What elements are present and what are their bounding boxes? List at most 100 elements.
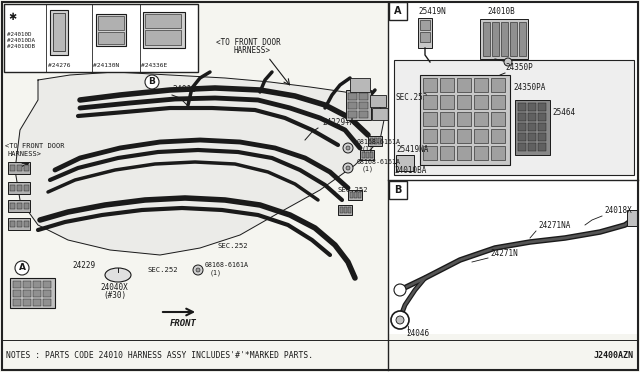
Text: ✱: ✱ — [8, 12, 16, 22]
Bar — [491, 78, 505, 92]
Bar — [483, 22, 490, 56]
Circle shape — [193, 265, 203, 275]
Bar — [17, 203, 22, 209]
Text: 08168-6161A: 08168-6161A — [357, 139, 401, 145]
Bar — [8, 200, 30, 212]
Bar — [420, 32, 430, 42]
Text: 24010B: 24010B — [487, 7, 515, 16]
Bar — [368, 136, 382, 146]
Bar — [23, 299, 31, 306]
Bar — [10, 185, 15, 191]
Text: 24040X: 24040X — [100, 283, 128, 292]
Bar — [389, 181, 407, 199]
Circle shape — [504, 58, 512, 66]
Text: B: B — [148, 77, 156, 87]
Bar — [17, 185, 22, 191]
Bar — [538, 133, 546, 141]
Bar — [98, 32, 124, 44]
Bar — [348, 93, 357, 100]
Bar — [370, 138, 373, 144]
Text: 24350PA: 24350PA — [513, 83, 545, 92]
Bar — [519, 22, 526, 56]
Text: 25419N: 25419N — [418, 7, 445, 16]
Bar — [10, 203, 15, 209]
Text: 08168-6161A: 08168-6161A — [205, 262, 249, 268]
Bar — [53, 13, 65, 51]
Circle shape — [15, 261, 29, 275]
Bar — [24, 185, 29, 191]
Bar — [528, 133, 536, 141]
Bar — [423, 112, 437, 126]
Text: HARNESS>: HARNESS> — [234, 46, 271, 55]
Bar — [474, 129, 488, 143]
Circle shape — [346, 146, 350, 150]
Text: 24018X: 24018X — [604, 206, 632, 215]
Bar — [440, 78, 454, 92]
Bar — [13, 281, 21, 288]
Bar — [23, 281, 31, 288]
Text: #24130N: #24130N — [93, 63, 119, 68]
Bar — [370, 95, 386, 107]
Bar — [4, 4, 198, 72]
Text: A: A — [394, 6, 402, 16]
Text: SEC.252: SEC.252 — [148, 267, 179, 273]
Bar — [491, 95, 505, 109]
Bar — [23, 290, 31, 297]
Bar — [10, 165, 15, 171]
Circle shape — [391, 311, 409, 329]
Text: (#30): (#30) — [103, 291, 126, 300]
Text: 24271N: 24271N — [490, 249, 518, 258]
Bar — [394, 60, 634, 175]
Text: 24229: 24229 — [72, 261, 95, 270]
Bar — [492, 22, 499, 56]
Bar — [359, 111, 368, 118]
Circle shape — [396, 316, 404, 324]
Bar — [474, 95, 488, 109]
Bar — [348, 207, 351, 213]
Bar — [420, 75, 510, 165]
Bar — [43, 299, 51, 306]
Bar — [389, 2, 638, 180]
Bar — [528, 143, 536, 151]
Bar — [528, 123, 536, 131]
Circle shape — [343, 143, 353, 153]
Text: 24046: 24046 — [406, 329, 429, 338]
Bar — [501, 22, 508, 56]
Bar — [389, 2, 407, 20]
Bar — [538, 103, 546, 111]
Circle shape — [346, 166, 350, 170]
Bar — [510, 22, 517, 56]
Text: FRONT: FRONT — [170, 318, 196, 327]
Text: <TO FRONT DOOR: <TO FRONT DOOR — [5, 143, 65, 149]
Bar — [491, 146, 505, 160]
Text: #24276: #24276 — [48, 63, 70, 68]
Text: B: B — [394, 185, 402, 195]
Ellipse shape — [105, 268, 131, 282]
Text: 25464: 25464 — [552, 108, 575, 117]
Bar — [396, 155, 414, 171]
Bar — [518, 113, 526, 121]
Bar — [457, 129, 471, 143]
Bar — [515, 100, 550, 155]
Bar — [474, 78, 488, 92]
Bar — [474, 146, 488, 160]
Bar — [423, 129, 437, 143]
Bar — [474, 112, 488, 126]
Circle shape — [394, 284, 406, 296]
Bar — [338, 205, 352, 215]
Bar — [518, 143, 526, 151]
Bar — [348, 190, 362, 200]
Bar — [538, 123, 546, 131]
Text: 24271NA: 24271NA — [538, 221, 570, 230]
Bar — [370, 152, 373, 158]
Text: #24010D
#24010DA
#24010DB: #24010D #24010DA #24010DB — [7, 32, 35, 49]
Bar — [457, 95, 471, 109]
Bar — [538, 113, 546, 121]
Bar — [96, 14, 126, 46]
Text: #24336E: #24336E — [141, 63, 167, 68]
Text: 08168-6161A: 08168-6161A — [357, 159, 401, 165]
Bar — [33, 281, 41, 288]
Text: 24229+A: 24229+A — [322, 118, 355, 127]
Text: (1): (1) — [362, 166, 374, 173]
Bar — [423, 146, 437, 160]
